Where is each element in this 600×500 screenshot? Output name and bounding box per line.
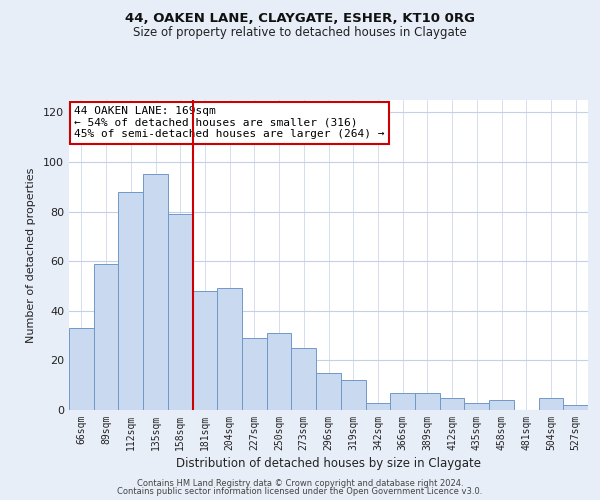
Bar [365,402,390,410]
Text: Contains public sector information licensed under the Open Government Licence v3: Contains public sector information licen… [118,487,482,496]
Text: 44, OAKEN LANE, CLAYGATE, ESHER, KT10 0RG: 44, OAKEN LANE, CLAYGATE, ESHER, KT10 0R… [125,12,475,26]
Bar [341,380,365,410]
Bar [563,405,588,410]
Bar [440,398,464,410]
X-axis label: Distribution of detached houses by size in Claygate: Distribution of detached houses by size … [176,457,481,470]
Bar [390,392,415,410]
Bar [464,402,489,410]
Bar [316,373,341,410]
Bar [217,288,242,410]
Bar [489,400,514,410]
Bar [539,398,563,410]
Bar [193,291,217,410]
Y-axis label: Number of detached properties: Number of detached properties [26,168,36,342]
Bar [168,214,193,410]
Bar [415,392,440,410]
Text: 44 OAKEN LANE: 169sqm
← 54% of detached houses are smaller (316)
45% of semi-det: 44 OAKEN LANE: 169sqm ← 54% of detached … [74,106,385,140]
Bar [242,338,267,410]
Text: Contains HM Land Registry data © Crown copyright and database right 2024.: Contains HM Land Registry data © Crown c… [137,478,463,488]
Bar [143,174,168,410]
Text: Size of property relative to detached houses in Claygate: Size of property relative to detached ho… [133,26,467,39]
Bar [69,328,94,410]
Bar [118,192,143,410]
Bar [267,333,292,410]
Bar [94,264,118,410]
Bar [292,348,316,410]
